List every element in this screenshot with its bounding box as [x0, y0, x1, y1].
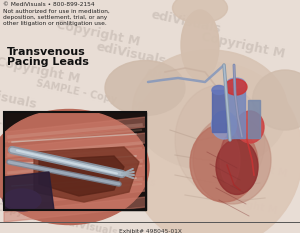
- Polygon shape: [4, 165, 146, 190]
- Ellipse shape: [175, 85, 265, 195]
- Text: Copyright M: Copyright M: [200, 30, 286, 60]
- Text: Transvenous: Transvenous: [7, 47, 86, 57]
- Ellipse shape: [216, 140, 258, 195]
- Text: LE - Copyright: LE - Copyright: [0, 115, 74, 141]
- Polygon shape: [4, 149, 146, 174]
- Ellipse shape: [105, 61, 185, 116]
- Text: Copyright MediVisuals: Copyright MediVisuals: [0, 202, 118, 233]
- Text: Copyright M: Copyright M: [55, 18, 141, 48]
- Text: Copyright M: Copyright M: [0, 55, 81, 86]
- Text: Copyright M: Copyright M: [220, 155, 288, 179]
- Ellipse shape: [128, 62, 300, 233]
- Ellipse shape: [172, 0, 227, 23]
- Text: uals: uals: [240, 105, 264, 120]
- Ellipse shape: [0, 110, 149, 225]
- Text: ediVisuals: ediVisuals: [150, 8, 222, 35]
- Text: isuals: isuals: [0, 90, 37, 111]
- Ellipse shape: [212, 86, 226, 95]
- Text: Copyright M: Copyright M: [210, 192, 278, 216]
- Text: M: M: [0, 148, 10, 163]
- Polygon shape: [4, 181, 146, 206]
- Bar: [4, 112, 146, 210]
- Polygon shape: [4, 133, 146, 158]
- Bar: [248, 100, 260, 138]
- Bar: [212, 90, 226, 132]
- Text: © MediVisuals • 800-899-2154
Not authorized for use in mediation,
deposition, se: © MediVisuals • 800-899-2154 Not authori…: [3, 2, 110, 26]
- Ellipse shape: [193, 116, 271, 204]
- Polygon shape: [34, 147, 139, 202]
- Ellipse shape: [253, 70, 300, 130]
- Text: AMPLE: AMPLE: [145, 68, 183, 86]
- Bar: [227, 83, 245, 138]
- Text: ediVisuals: ediVisuals: [95, 40, 167, 68]
- Text: MediVis: MediVis: [200, 118, 244, 137]
- Text: Copyright: Copyright: [0, 175, 50, 196]
- Text: SAMPLE - Copy: SAMPLE - Copy: [35, 78, 118, 105]
- Text: SAMPLE: SAMPLE: [110, 128, 155, 147]
- Ellipse shape: [225, 79, 247, 95]
- Text: MediVisuals: MediVisuals: [90, 165, 157, 188]
- Text: MediVis: MediVis: [130, 100, 175, 119]
- Ellipse shape: [236, 111, 264, 143]
- Ellipse shape: [212, 111, 236, 139]
- Text: Pacing Leads: Pacing Leads: [7, 57, 89, 67]
- Polygon shape: [4, 197, 146, 222]
- Text: ediVisuals: ediVisuals: [25, 138, 82, 160]
- Bar: [4, 112, 146, 210]
- Ellipse shape: [181, 10, 219, 80]
- Ellipse shape: [3, 189, 41, 211]
- Text: Exhibit# 498045-01X: Exhibit# 498045-01X: [118, 229, 182, 233]
- Ellipse shape: [220, 135, 240, 185]
- Ellipse shape: [190, 124, 258, 202]
- Ellipse shape: [227, 78, 245, 88]
- Ellipse shape: [133, 50, 287, 170]
- Polygon shape: [4, 117, 146, 142]
- Polygon shape: [4, 172, 54, 210]
- Polygon shape: [39, 156, 124, 196]
